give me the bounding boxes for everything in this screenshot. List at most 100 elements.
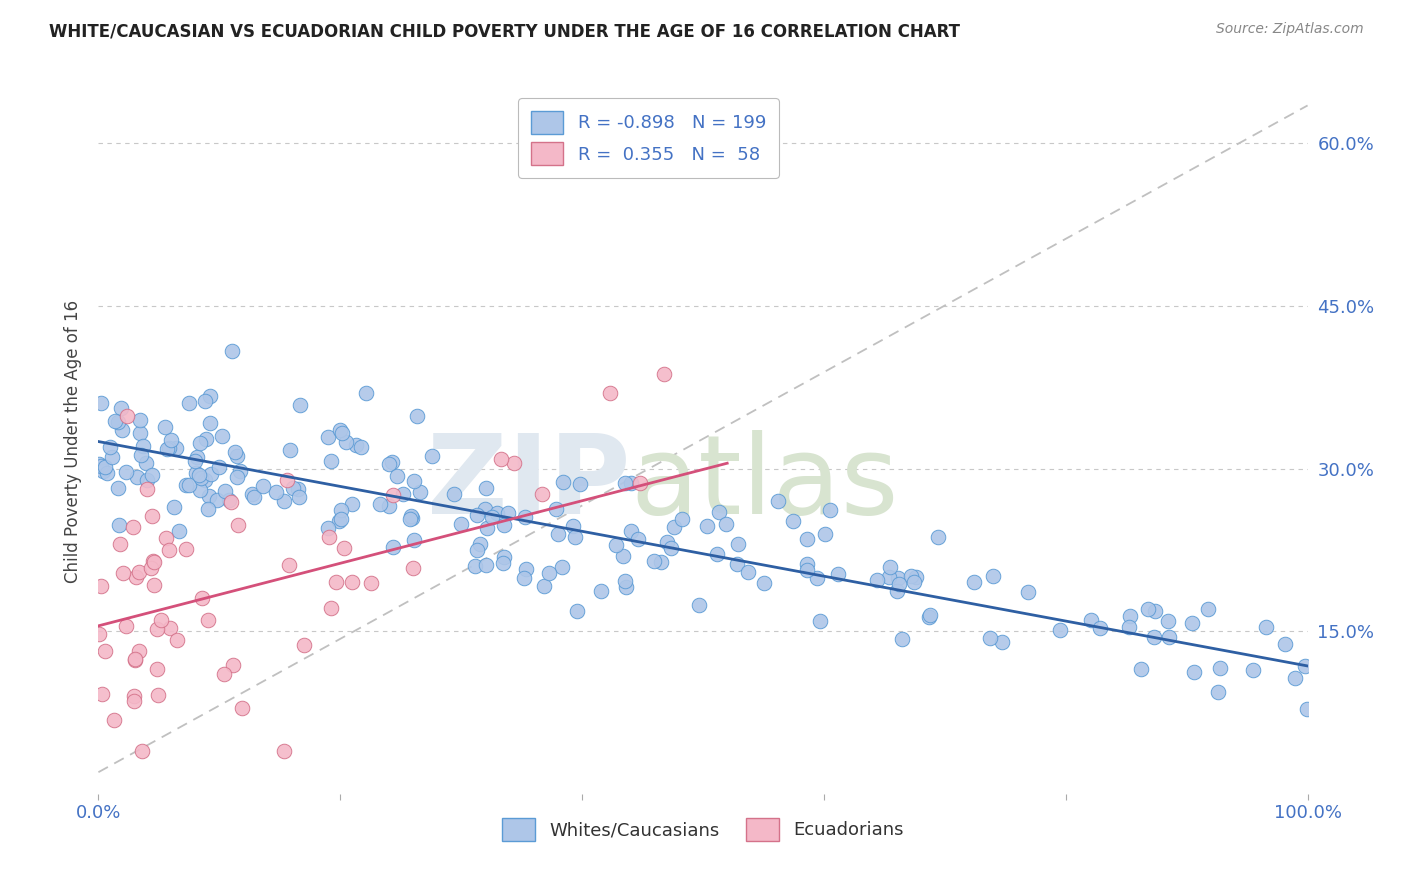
Point — [398, 512, 420, 526]
Point — [1274, 637, 1296, 651]
Point — [564, 530, 586, 544]
Point — [378, 458, 401, 472]
Point — [1143, 630, 1166, 644]
Point — [129, 412, 152, 426]
Point — [190, 471, 212, 485]
Point — [927, 530, 949, 544]
Point — [224, 445, 246, 459]
Point — [100, 450, 122, 464]
Point — [401, 511, 423, 525]
Point — [90, 396, 112, 410]
Point — [157, 543, 180, 558]
Point — [1088, 621, 1111, 635]
Point — [340, 497, 363, 511]
Point — [620, 524, 643, 539]
Point — [186, 450, 208, 464]
Point — [156, 442, 179, 457]
Point — [877, 570, 900, 584]
Point — [107, 518, 129, 533]
Point — [316, 430, 339, 444]
Point — [177, 477, 200, 491]
Point — [688, 598, 710, 612]
Point — [530, 487, 553, 501]
Point — [191, 591, 214, 605]
Point — [157, 442, 180, 456]
Point — [818, 503, 841, 517]
Point — [142, 554, 165, 568]
Point — [613, 475, 636, 490]
Point — [225, 470, 247, 484]
Point — [402, 475, 425, 489]
Point — [200, 417, 222, 431]
Point — [141, 467, 163, 482]
Point — [177, 396, 200, 410]
Point — [468, 537, 491, 551]
Point — [194, 394, 217, 409]
Point — [90, 687, 112, 701]
Point — [226, 517, 249, 532]
Point — [918, 609, 941, 624]
Point — [325, 574, 347, 589]
Point — [281, 481, 304, 495]
Point — [605, 538, 627, 552]
Point — [218, 492, 240, 507]
Point — [796, 532, 818, 546]
Point — [551, 559, 574, 574]
Point — [533, 579, 555, 593]
Point — [562, 519, 585, 533]
Point — [650, 555, 672, 569]
Point — [707, 504, 730, 518]
Point — [1296, 701, 1319, 715]
Point — [827, 566, 849, 581]
Point — [188, 468, 211, 483]
Point — [110, 401, 132, 415]
Point — [494, 518, 516, 533]
Point — [1243, 663, 1265, 677]
Point — [335, 435, 357, 450]
Point — [198, 489, 221, 503]
Point — [167, 524, 190, 538]
Point — [114, 619, 136, 633]
Point — [90, 579, 112, 593]
Point — [125, 470, 148, 484]
Point — [288, 490, 311, 504]
Point — [381, 488, 404, 502]
Point — [128, 643, 150, 657]
Point — [465, 543, 488, 558]
Point — [155, 531, 177, 545]
Point — [328, 514, 350, 528]
Point — [1017, 584, 1039, 599]
Point — [128, 566, 150, 580]
Point — [277, 558, 299, 573]
Point — [321, 454, 343, 468]
Point — [485, 507, 508, 521]
Point — [273, 494, 295, 508]
Point — [752, 576, 775, 591]
Point — [1197, 602, 1219, 616]
Point — [671, 512, 693, 526]
Point — [221, 343, 243, 358]
Point — [103, 713, 125, 727]
Point — [318, 531, 340, 545]
Point — [481, 510, 503, 524]
Text: Source: ZipAtlas.com: Source: ZipAtlas.com — [1216, 22, 1364, 37]
Point — [409, 485, 432, 500]
Point — [766, 494, 789, 508]
Point — [475, 481, 498, 495]
Point — [378, 499, 401, 513]
Point — [188, 436, 211, 450]
Point — [194, 432, 217, 446]
Point — [222, 658, 245, 673]
Point — [627, 532, 650, 546]
Point — [1118, 620, 1140, 634]
Point — [136, 483, 159, 497]
Point — [381, 540, 404, 554]
Point — [614, 580, 637, 594]
Text: atlas: atlas — [630, 430, 898, 537]
Point — [565, 603, 588, 617]
Point — [727, 536, 749, 550]
Point — [87, 458, 110, 472]
Point — [287, 482, 309, 496]
Point — [208, 460, 231, 475]
Point — [628, 476, 651, 491]
